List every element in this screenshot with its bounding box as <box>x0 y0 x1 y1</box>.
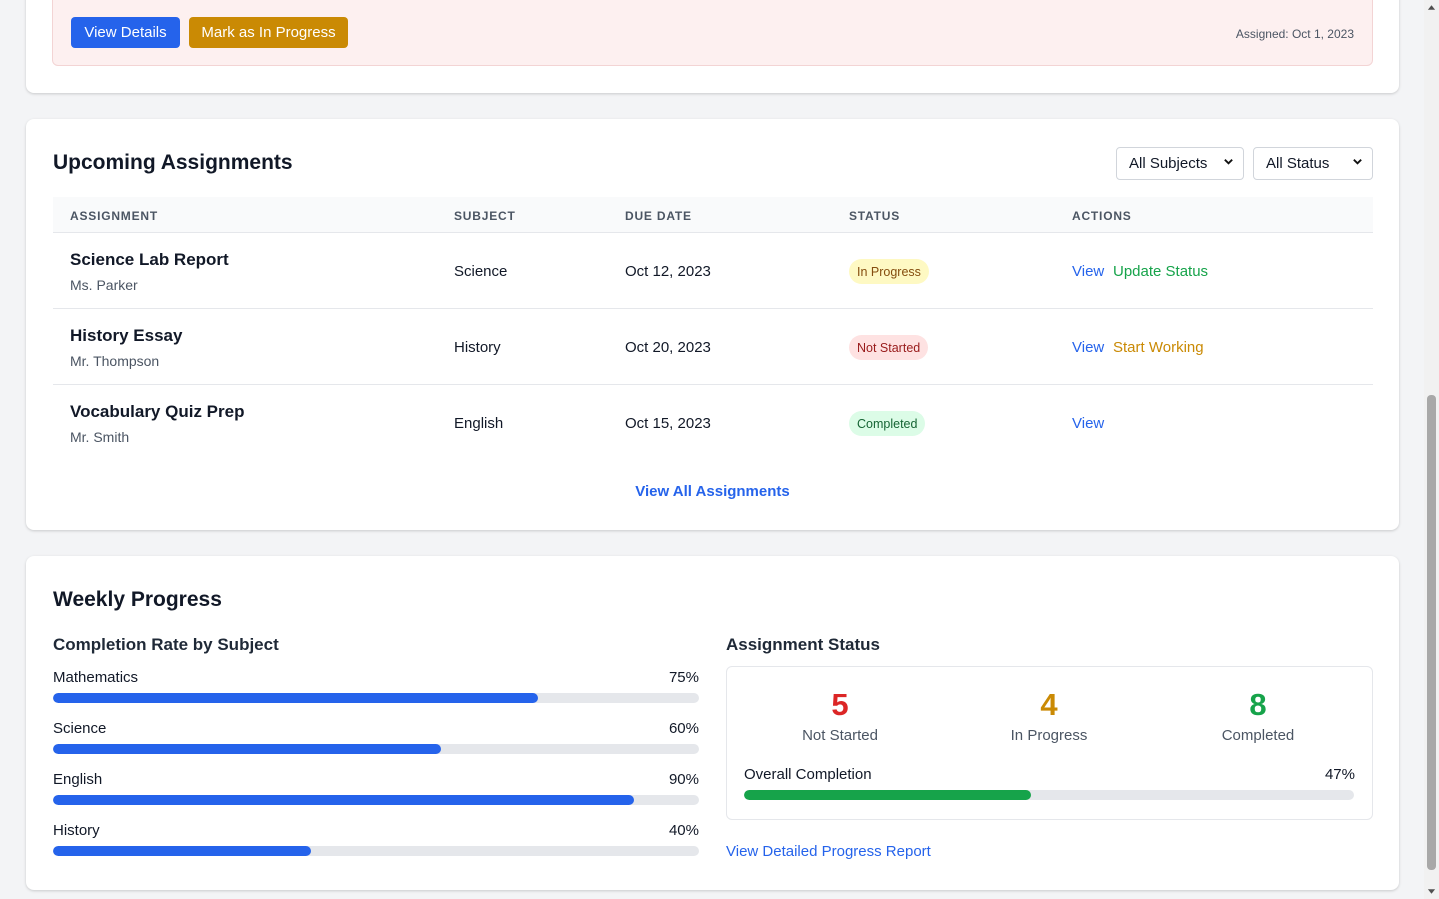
vertical-scrollbar[interactable] <box>1424 0 1439 899</box>
subject-percent: 90% <box>668 771 699 788</box>
chevron-down-icon <box>1224 159 1233 165</box>
assignment-title: Vocabulary Quiz Prep <box>70 402 245 421</box>
assignment-due-date: Oct 20, 2023 <box>625 339 711 356</box>
assignment-teacher: Ms. Parker <box>70 277 138 293</box>
table-row: Vocabulary Quiz Prep Mr. Smith English O… <box>53 385 1373 461</box>
subject-progress-fill <box>53 693 538 703</box>
mark-in-progress-button[interactable]: Mark as In Progress <box>189 17 348 48</box>
scroll-down-arrow-icon[interactable] <box>1427 888 1436 896</box>
assignment-due-date: Oct 12, 2023 <box>625 263 711 280</box>
table-header: ASSIGNMENT SUBJECT DUE DATE STATUS ACTIO… <box>53 197 1373 233</box>
in-progress-label: In Progress <box>1010 727 1088 744</box>
completed-label: Completed <box>1221 727 1295 744</box>
subject-name: Mathematics <box>53 669 139 686</box>
overall-completion-bar <box>744 790 1354 800</box>
detailed-progress-report-link[interactable]: View Detailed Progress Report <box>726 843 931 860</box>
view-link[interactable]: View <box>1072 263 1105 280</box>
column-header-due-date: DUE DATE <box>625 209 692 223</box>
status-badge: Completed <box>849 411 926 436</box>
assignment-status-box: 5 Not Started 4 In Progress 8 Completed … <box>726 666 1373 820</box>
assignment-subject: Science <box>454 263 508 280</box>
chevron-down-icon <box>1353 159 1362 165</box>
weekly-progress-card: Weekly Progress Completion Rate by Subje… <box>26 556 1399 890</box>
column-header-status: STATUS <box>849 209 901 223</box>
table-row: History Essay Mr. Thompson History Oct 2… <box>53 309 1373 385</box>
overall-completion-fill <box>744 790 1031 800</box>
subject-name: Science <box>53 720 107 737</box>
subject-percent: 75% <box>668 669 699 686</box>
assignment-due-date: Oct 15, 2023 <box>625 415 711 432</box>
upcoming-title: Upcoming Assignments <box>53 151 293 174</box>
weekly-progress-title: Weekly Progress <box>53 588 222 611</box>
overdue-assignment-item: View Details Mark as In Progress Assigne… <box>52 0 1373 66</box>
start-working-link[interactable]: Start Working <box>1113 339 1204 356</box>
subject-percent: 40% <box>668 822 699 839</box>
not-started-count: 5 <box>831 687 849 722</box>
overall-completion-percent: 47% <box>1324 766 1355 783</box>
overall-completion-label: Overall Completion <box>744 766 872 783</box>
subject-filter-value: All Subjects <box>1129 155 1208 172</box>
subject-name: English <box>53 771 103 788</box>
status-badge: In Progress <box>849 259 929 284</box>
subject-progress-fill <box>53 846 312 856</box>
assigned-date: Assigned: Oct 1, 2023 <box>1235 27 1354 41</box>
assignment-subject: History <box>454 339 501 356</box>
in-progress-count: 4 <box>1040 687 1058 722</box>
assignment-title: Science Lab Report <box>70 250 229 269</box>
status-filter-select[interactable]: All Status <box>1253 147 1373 180</box>
assignment-subject: English <box>454 415 504 432</box>
column-header-actions: ACTIONS <box>1072 209 1132 223</box>
not-started-label: Not Started <box>802 727 878 744</box>
completion-rate-title: Completion Rate by Subject <box>53 635 279 654</box>
subject-progress-bar <box>53 795 699 805</box>
assignment-teacher: Mr. Thompson <box>70 353 160 369</box>
upcoming-assignments-card: Upcoming Assignments All Subjects All St… <box>26 119 1399 530</box>
assignment-title: History Essay <box>70 326 183 345</box>
assignments-table: ASSIGNMENT SUBJECT DUE DATE STATUS ACTIO… <box>53 197 1373 461</box>
view-link[interactable]: View <box>1072 339 1105 356</box>
column-header-subject: SUBJECT <box>454 209 516 223</box>
subject-progress-bar <box>53 744 699 754</box>
overdue-card: View Details Mark as In Progress Assigne… <box>26 0 1399 93</box>
view-all-assignments-link[interactable]: View All Assignments <box>635 483 790 500</box>
assignment-teacher: Mr. Smith <box>70 429 130 445</box>
assignment-status-title: Assignment Status <box>726 635 880 654</box>
subject-name: History <box>53 822 100 839</box>
subject-progress-fill <box>53 795 635 805</box>
view-details-button[interactable]: View Details <box>71 17 180 48</box>
completed-count: 8 <box>1249 687 1267 722</box>
view-link[interactable]: View <box>1072 415 1105 432</box>
subject-percent: 60% <box>668 720 699 737</box>
subject-filter-select[interactable]: All Subjects <box>1116 147 1244 180</box>
scroll-up-arrow-icon[interactable] <box>1427 3 1436 11</box>
scrollbar-thumb[interactable] <box>1427 395 1436 870</box>
subject-progress-bar <box>53 846 699 856</box>
subject-progress-bar <box>53 693 699 703</box>
status-badge: Not Started <box>849 335 929 360</box>
subject-progress-fill <box>53 744 441 754</box>
status-filter-value: All Status <box>1266 155 1330 172</box>
table-row: Science Lab Report Ms. Parker Science Oc… <box>53 233 1373 309</box>
column-header-assignment: ASSIGNMENT <box>70 209 159 223</box>
update-status-link[interactable]: Update Status <box>1113 263 1209 280</box>
